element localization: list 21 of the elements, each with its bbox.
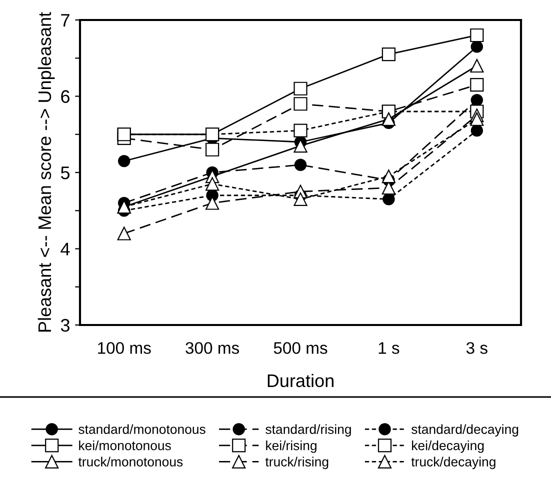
legend-label: standard/decaying [412,424,518,437]
legend-label: truck/decaying [411,456,496,470]
y-tick-label: 7 [61,14,70,27]
x-tick-label: 1 s [378,342,400,354]
x-tick-label: 100 ms [98,342,151,354]
legend-label: kei/monotonous [79,440,171,450]
x-tick-label: 300 ms [186,342,240,354]
y-tick-label: 5 [60,166,70,180]
y-tick-label: 6 [61,90,70,103]
legend-label: kei/rising [266,440,316,453]
legend-label: truck/rising [265,456,328,470]
y-tick-label: 3 [60,318,70,332]
legend-label: standard/rising [266,424,351,437]
y-axis-title: Pleasant <-- Mean score --> Unpleasant [38,12,55,332]
x-tick-label: 3 s [466,342,488,354]
legend-label: truck/monotonous [78,456,183,466]
y-tick-label: 4 [60,242,70,256]
x-tick-label: 500 ms [274,342,328,354]
legend-label: standard/monotonous [78,424,206,434]
legend-label: kei/decaying [412,440,484,453]
x-axis-title: Duration [268,374,334,388]
